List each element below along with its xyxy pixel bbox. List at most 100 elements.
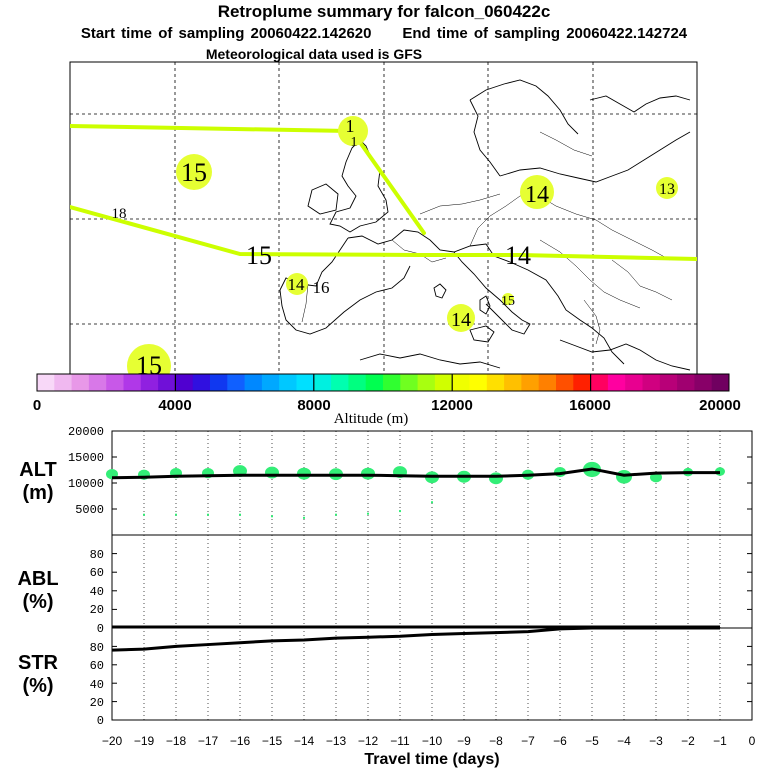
plume-track-descent [350, 129, 426, 235]
abl-y-tick-labels: 80 60 40 20 0 [90, 548, 104, 636]
colorbar-cell [486, 374, 505, 391]
str-panel-frame [111, 627, 753, 721]
path-label: 15 [181, 158, 207, 187]
x-tick-label: −13 [326, 734, 347, 748]
path-label: 1 [346, 116, 355, 136]
colorbar-frame [36, 373, 730, 392]
str-unit-label: (%) [22, 675, 53, 697]
end-time: End time of sampling 20060422.142724 [402, 25, 688, 42]
x-tick-label: −4 [617, 734, 631, 748]
colorbar-cell [573, 374, 592, 391]
colorbar-cell [607, 374, 626, 391]
x-tick-label: −11 [390, 734, 410, 748]
altitude-colorbar: 0 4000 8000 12000 16000 20000 Altitude (… [33, 373, 741, 427]
colorbar-cell [175, 374, 194, 391]
path-label: 15 [246, 241, 272, 270]
colorbar-cell [434, 374, 453, 391]
colorbar-cell [140, 374, 159, 391]
colorbar-cell [88, 374, 107, 391]
colorbar-cell [71, 374, 90, 391]
sampling-times: Start time of sampling 20060422.142620 E… [0, 25, 768, 42]
x-tick-label: −15 [262, 734, 283, 748]
panel-labels: ALT (m) ABL (%) STR (%) [17, 459, 58, 697]
abl-y-tick: 40 [90, 585, 104, 599]
colorbar-cell [694, 374, 713, 391]
str-y-tick: 60 [90, 659, 104, 673]
alt-dot [265, 466, 279, 479]
alt-low-dot [239, 513, 241, 516]
colorbar-cell [54, 374, 73, 391]
colorbar-cell [538, 374, 557, 391]
colorbar-cell [192, 374, 211, 391]
x-tick-label: −3 [649, 734, 663, 748]
map-panel: 15 18 15 14 14 14 16 15 14 13 15 1 1 [69, 61, 698, 376]
colorbar-cell [313, 374, 332, 391]
alt-mean-line [111, 467, 720, 480]
path-label: 14 [288, 275, 306, 294]
x-tick-label: −8 [489, 734, 503, 748]
alt-low-dot [431, 501, 433, 504]
str-y-tick: 80 [90, 641, 104, 655]
map-frame [69, 61, 698, 376]
colorbar-cell [504, 374, 522, 391]
alt-y-tick: 5000 [75, 503, 104, 517]
alt-low-dot [207, 513, 209, 516]
colorbar-cell [625, 374, 643, 391]
alt-y-tick: 10000 [68, 477, 104, 491]
colorbar-tick-labels: 0 4000 8000 12000 16000 20000 [33, 397, 741, 414]
plume-dot [520, 175, 554, 209]
colorbar-cell [279, 374, 297, 391]
abl-y-tick: 80 [90, 548, 104, 562]
colorbar-cell [711, 374, 730, 391]
colorbar-cell [244, 374, 263, 391]
path-label: 14 [505, 241, 531, 270]
plume-dot [176, 154, 212, 190]
alt-low-dot [175, 513, 177, 516]
alt-dot [361, 467, 375, 480]
colorbar-tick-label: 0 [33, 397, 41, 414]
path-label: 14 [525, 182, 549, 208]
x-tick-label: −14 [294, 734, 315, 748]
colorbar-cell [296, 374, 315, 391]
str-line [111, 626, 720, 652]
alt-dots [106, 461, 725, 485]
colorbar-cell [210, 374, 228, 391]
alt-dot [616, 469, 632, 484]
path-label: 1 [351, 135, 358, 150]
alt-y-tick-labels: 20000 15000 10000 5000 [68, 425, 104, 517]
x-tick-labels: −20 −19 −18 −17 −16 −15 −14 −13 −12 −11 −10 −9 −8 −7−… [102, 734, 756, 748]
str-y-tick: 20 [90, 696, 104, 710]
x-tick-label: −5 [585, 734, 599, 748]
abl-panel-frame [111, 534, 753, 629]
abl-y-tick: 20 [90, 603, 104, 617]
alt-dot [489, 472, 503, 485]
alt-unit-label: (m) [22, 482, 53, 504]
str-label: STR [18, 652, 59, 674]
colorbar-cell [556, 374, 574, 391]
colorbar-cells [37, 374, 730, 391]
path-label: 15 [501, 294, 515, 309]
x-tick-label: −1 [713, 734, 727, 748]
plume-dot [656, 177, 678, 199]
x-tick-label: −18 [166, 734, 187, 748]
colorbar-cell [261, 374, 280, 391]
x-tick-label: −2 [681, 734, 695, 748]
alt-y-tick: 20000 [68, 425, 104, 439]
colorbar-cell [452, 374, 470, 391]
plume-tracks [70, 124, 697, 261]
path-label: 18 [112, 206, 127, 222]
colorbar-cell [417, 374, 436, 391]
abl-y-tick: 60 [90, 566, 104, 580]
colorbar-tick-label: 12000 [431, 397, 473, 414]
x-tick-label: 0 [749, 734, 756, 748]
alt-low-dots [143, 501, 433, 519]
colorbar-tick-label: 4000 [158, 397, 191, 414]
colorbar-cell [659, 374, 678, 391]
chart-title: Retroplume summary for falcon_060422c [217, 2, 551, 21]
plume-dot [127, 344, 171, 375]
plume-dot [338, 116, 368, 146]
path-label: 16 [313, 278, 330, 297]
colorbar-cell [227, 374, 246, 391]
colorbar-cell [158, 374, 176, 391]
